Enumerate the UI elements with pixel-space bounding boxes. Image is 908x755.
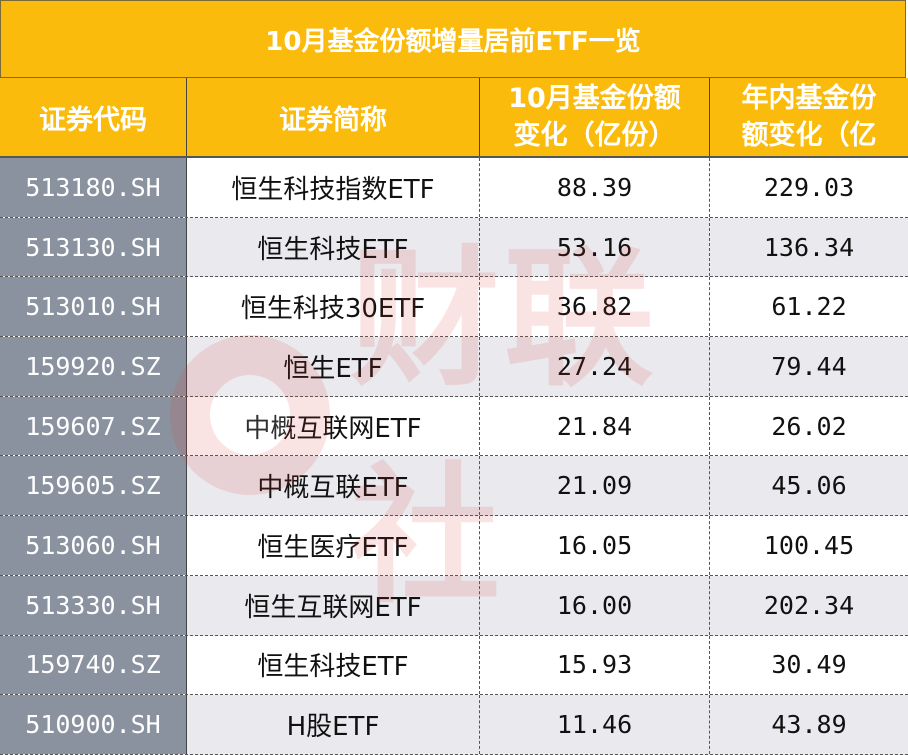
- cell-code: 513180.SH: [0, 158, 187, 217]
- cell-ytd-change: 79.44: [771, 351, 847, 381]
- cell-oct-change: 27.24: [480, 337, 710, 396]
- header-ytd-change-line1: 年内基金份: [741, 83, 877, 114]
- table-row: 513060.SH 恒生医疗ETF 16.05 100.45: [0, 516, 908, 576]
- cell-oct-change: 53.16: [480, 217, 710, 277]
- header-oct-change-line2: 变化（亿份）: [513, 120, 676, 151]
- cell-oct-change: 15.93: [480, 635, 710, 695]
- cell-name: 中概互联网ETF: [187, 396, 480, 456]
- table-row: 513180.SH 恒生科技指数ETF 88.39 229.03: [0, 158, 908, 218]
- table-row: 513130.SH 恒生科技ETF 53.16 136.34: [0, 217, 908, 278]
- cell-code: 513010.SH: [0, 277, 187, 337]
- cell-oct-change: 36.82: [480, 277, 710, 337]
- cell-ytd-change: 61.22: [771, 292, 847, 322]
- cell-name: H股ETF: [187, 695, 480, 754]
- cell-ytd-change: 100.45: [763, 530, 855, 560]
- table-row: 159740.SZ 恒生科技ETF 15.93 30.49: [0, 635, 908, 696]
- cell-oct-change: 16.05: [480, 516, 710, 575]
- header-oct-change-line1: 10月基金份额: [508, 83, 681, 114]
- cell-code: 513130.SH: [0, 217, 187, 277]
- cell-ytd-change: 26.02: [771, 411, 847, 441]
- cell-name: 恒生科技指数ETF: [187, 158, 480, 217]
- cell-code: 513060.SH: [0, 516, 187, 575]
- cell-name: 恒生科技ETF: [187, 217, 480, 277]
- cell-code: 159607.SZ: [0, 396, 187, 456]
- cell-ytd-change: 136.34: [763, 232, 855, 262]
- cell-ytd-change: 43.89: [771, 710, 847, 740]
- cell-name: 恒生医疗ETF: [187, 516, 480, 575]
- cell-name: 恒生科技ETF: [187, 635, 480, 695]
- cell-ytd-change: 45.06: [771, 471, 847, 501]
- cell-ytd-change: 202.34: [763, 590, 855, 620]
- cell-code: 510900.SH: [0, 695, 187, 754]
- table-row: 513330.SH 恒生互联网ETF 16.00 202.34: [0, 575, 908, 636]
- cell-oct-change: 16.00: [480, 575, 710, 635]
- table-row: 159607.SZ 中概互联网ETF 21.84 26.02: [0, 396, 908, 457]
- cell-name: 恒生科技30ETF: [187, 277, 480, 337]
- header-name: 证券简称: [187, 78, 480, 156]
- cell-name: 恒生ETF: [187, 337, 480, 396]
- table-row: 510900.SH H股ETF 11.46 43.89: [0, 695, 908, 755]
- header-row: 证券代码 证券简称 10月基金份额 变化（亿份） 年内基金份 额变化（亿: [0, 78, 908, 158]
- cell-code: 159605.SZ: [0, 456, 187, 516]
- header-oct-change: 10月基金份额 变化（亿份）: [480, 78, 710, 156]
- header-ytd-change: 年内基金份 额变化（亿: [710, 78, 908, 156]
- table-body: 513180.SH 恒生科技指数ETF 88.39 229.03 513130.SH 恒生…: [0, 158, 908, 755]
- cell-oct-change: 11.46: [480, 695, 710, 754]
- table-title: 10月基金份额增量居前ETF一览: [0, 0, 906, 78]
- table-row: 513010.SH 恒生科技30ETF 36.82 61.22: [0, 277, 908, 338]
- cell-oct-change: 88.39: [480, 158, 710, 217]
- cell-name: 中概互联ETF: [187, 456, 480, 516]
- cell-oct-change: 21.09: [480, 456, 710, 516]
- header-code: 证券代码: [0, 78, 187, 156]
- cell-code: 159920.SZ: [0, 337, 187, 396]
- table-row: 159605.SZ 中概互联ETF 21.09 45.06: [0, 456, 908, 517]
- cell-oct-change: 21.84: [480, 396, 710, 456]
- table-row: 159920.SZ 恒生ETF 27.24 79.44: [0, 337, 908, 397]
- cell-ytd-change: 30.49: [771, 650, 847, 680]
- cell-code: 513330.SH: [0, 575, 187, 635]
- cell-code: 159740.SZ: [0, 635, 187, 695]
- cell-name: 恒生互联网ETF: [187, 575, 480, 635]
- cell-ytd-change: 229.03: [763, 172, 855, 202]
- header-ytd-change-line2: 额变化（亿: [741, 120, 877, 151]
